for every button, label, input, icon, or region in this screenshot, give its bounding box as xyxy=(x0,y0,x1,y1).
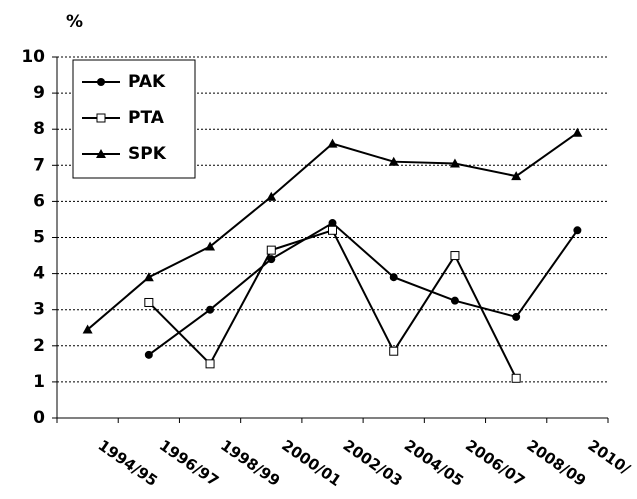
point xyxy=(144,350,153,359)
point xyxy=(267,255,276,264)
point xyxy=(450,296,459,305)
point xyxy=(266,245,276,255)
series-line xyxy=(148,229,518,379)
y-tick-label: 7 xyxy=(33,155,45,175)
x-tick-label: 2008/09 xyxy=(523,436,589,490)
x-tick-label: 2000/01 xyxy=(278,436,344,490)
legend: PAK PTA SPK xyxy=(72,59,196,179)
y-tick-label: 1 xyxy=(33,372,45,392)
point xyxy=(143,272,154,282)
point xyxy=(206,305,215,314)
y-tick-label: 3 xyxy=(33,300,45,320)
y-axis-label: % xyxy=(66,12,83,32)
point xyxy=(328,225,337,235)
y-tick-label: 4 xyxy=(33,264,45,284)
point xyxy=(205,241,216,251)
legend-label: PAK xyxy=(128,72,166,92)
point xyxy=(511,171,522,181)
x-tick-label: 2010/ xyxy=(585,436,634,478)
point xyxy=(572,127,583,137)
point xyxy=(388,156,399,166)
point xyxy=(573,226,582,235)
x-tick-label: 1994/95 xyxy=(95,436,161,490)
point xyxy=(450,251,460,261)
x-tick-label: 2006/07 xyxy=(462,436,528,490)
point xyxy=(389,346,399,356)
x-tick-label: 1998/99 xyxy=(217,436,283,490)
point xyxy=(389,273,398,282)
y-tick-label: 8 xyxy=(33,119,45,139)
legend-label: PTA xyxy=(128,108,165,128)
point xyxy=(511,373,521,383)
point xyxy=(266,191,277,201)
point xyxy=(328,219,337,228)
legend-label: SPK xyxy=(128,144,167,164)
y-tick-label: 2 xyxy=(33,336,45,356)
y-tick-label: 0 xyxy=(33,408,45,428)
y-tick-label: 10 xyxy=(21,47,45,67)
y-tick-label: 9 xyxy=(33,83,45,103)
legend-marker xyxy=(96,113,106,123)
point xyxy=(82,324,93,334)
x-tick-label: 2004/05 xyxy=(401,436,467,490)
point xyxy=(327,138,338,148)
point xyxy=(144,297,154,307)
point xyxy=(205,359,215,369)
x-tick-label: 1996/97 xyxy=(156,436,222,490)
y-tick-label: 5 xyxy=(33,228,45,248)
point xyxy=(449,158,460,168)
point xyxy=(512,312,521,321)
series-line xyxy=(148,221,579,356)
y-tick-label: 6 xyxy=(33,191,45,211)
legend-marker xyxy=(97,78,105,86)
legend-marker xyxy=(96,149,106,158)
x-tick-label: 2002/03 xyxy=(340,436,406,490)
